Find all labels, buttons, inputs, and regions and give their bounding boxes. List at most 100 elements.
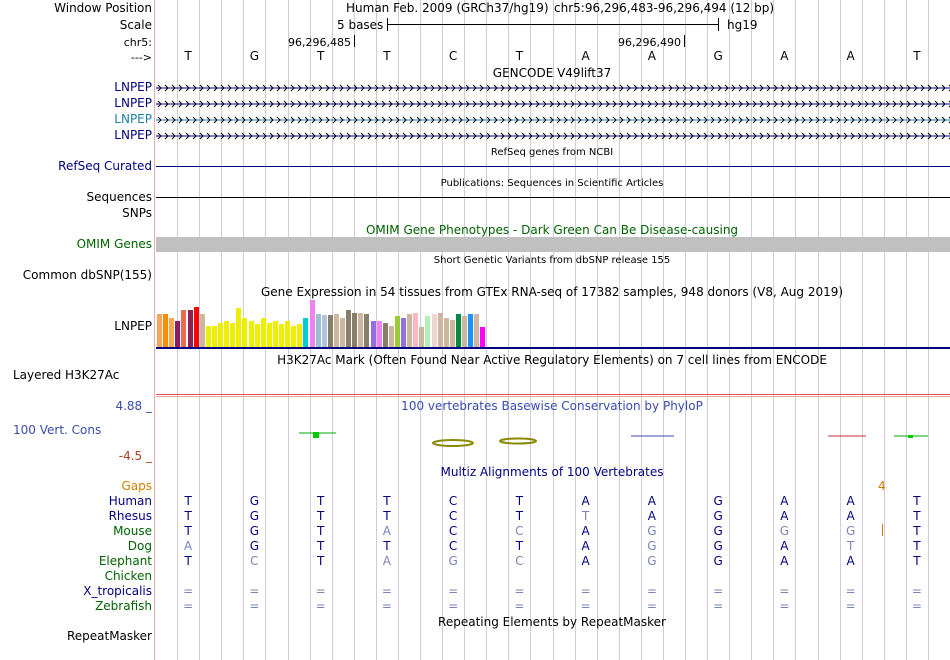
gtex-bar[interactable] — [382, 323, 388, 347]
label-common-dbsnp[interactable]: Common dbSNP(155) — [22, 268, 152, 282]
gtex-bar[interactable] — [230, 323, 236, 347]
label-lnpep-3[interactable]: LNPEP — [114, 112, 152, 126]
gtex-bar[interactable] — [455, 314, 461, 347]
scale-bar-right-tick — [718, 18, 719, 31]
gtex-bar[interactable] — [425, 316, 431, 347]
h3k27ac-signal-line[interactable] — [156, 394, 950, 395]
gtex-bar[interactable] — [346, 310, 352, 347]
gtex-bar[interactable] — [462, 316, 467, 347]
label-repeatmasker[interactable]: RepeatMasker — [66, 629, 152, 643]
alignment-base: A — [581, 494, 590, 508]
gtex-bar[interactable] — [175, 321, 181, 347]
label-refseq[interactable]: RefSeq Curated — [58, 159, 152, 173]
label-snps[interactable]: SNPs — [122, 206, 152, 220]
gtex-bar[interactable] — [236, 308, 242, 347]
gtex-bar[interactable] — [297, 324, 303, 347]
phylop-mark-1-dot — [313, 432, 319, 438]
gtex-bar[interactable] — [187, 310, 193, 347]
alignment-base: G — [249, 539, 260, 553]
gtex-bar[interactable] — [407, 314, 413, 347]
gtex-bar[interactable] — [333, 314, 339, 347]
coordinate-tick-2 — [684, 35, 685, 47]
label-lnpep-1[interactable]: LNPEP — [114, 80, 152, 94]
gtex-bar[interactable] — [218, 323, 223, 347]
phylop-track[interactable] — [156, 425, 950, 450]
repeatmasker-title: Repeating Elements by RepeatMasker — [438, 615, 666, 629]
alignment-base: T — [515, 509, 524, 523]
gtex-bar[interactable] — [181, 310, 187, 347]
alignment-base: G — [713, 539, 723, 553]
alignment-base: T — [184, 554, 192, 568]
gtex-bar[interactable] — [254, 324, 260, 347]
gtex-bar[interactable] — [303, 318, 309, 347]
gencode-title[interactable]: GENCODE V49lift37 — [492, 66, 612, 80]
gtex-bar[interactable] — [321, 315, 327, 347]
label-lnpep-2[interactable]: LNPEP — [114, 96, 152, 110]
ruler-base: T — [316, 49, 325, 63]
gtex-bar[interactable] — [437, 313, 443, 347]
alignment-base: = — [249, 584, 260, 598]
gtex-bar[interactable] — [309, 300, 315, 347]
gtex-bar[interactable] — [272, 321, 278, 347]
label-cons[interactable]: 100 Vert. Cons — [13, 423, 102, 437]
gtex-bar[interactable] — [291, 326, 297, 347]
gtex-bar[interactable] — [401, 318, 406, 347]
gtex-bar[interactable] — [315, 314, 321, 347]
label-omim[interactable]: OMIM Genes — [76, 237, 152, 251]
gtex-bar[interactable] — [260, 318, 266, 347]
alignment-base: A — [647, 494, 656, 508]
gtex-bar[interactable] — [431, 314, 437, 347]
gtex-bar[interactable] — [352, 313, 358, 347]
gtex-bar[interactable] — [285, 321, 291, 347]
mouse-gap-mark — [882, 524, 883, 536]
alignment-base: T — [316, 494, 325, 508]
label-gtex-gene[interactable]: LNPEP — [114, 319, 152, 333]
gtex-bar[interactable] — [370, 321, 376, 347]
gtex-bar[interactable] — [199, 314, 205, 347]
gtex-bar[interactable] — [211, 326, 217, 347]
gtex-bar[interactable] — [388, 326, 394, 347]
gtex-bar[interactable] — [468, 314, 474, 347]
gencode-transcript-1 — [156, 80, 950, 96]
gtex-bar[interactable] — [376, 321, 382, 347]
gtex-bar[interactable] — [224, 321, 230, 347]
gtex-bar[interactable] — [279, 324, 284, 347]
alignment-base: = — [381, 584, 392, 598]
gtex-bar[interactable] — [449, 320, 455, 347]
refseq-gene-line[interactable] — [156, 166, 950, 167]
gtex-bar[interactable] — [474, 314, 480, 347]
alignment-base: T — [913, 524, 921, 538]
gtex-bar[interactable] — [169, 318, 175, 347]
alignment-base: G — [779, 524, 790, 538]
ruler-base: A — [647, 49, 656, 63]
gtex-bar[interactable] — [327, 315, 333, 347]
gtex-bar[interactable] — [163, 314, 169, 347]
alignment-base: = — [381, 599, 392, 613]
gtex-bar[interactable] — [340, 318, 345, 347]
label-sequences[interactable]: Sequences — [86, 190, 152, 204]
gtex-bar[interactable] — [394, 316, 400, 347]
alignment-base: T — [913, 554, 921, 568]
gtex-bar[interactable] — [480, 327, 486, 347]
omim-gene-bar[interactable] — [156, 237, 950, 252]
alignment-base: G — [713, 494, 723, 508]
gtex-bar[interactable] — [266, 323, 272, 347]
gtex-bar[interactable] — [358, 313, 364, 347]
gtex-bar[interactable] — [443, 318, 449, 347]
gtex-bar[interactable] — [205, 326, 211, 347]
gtex-bar[interactable] — [157, 314, 162, 347]
publications-line[interactable] — [156, 197, 950, 198]
label-lnpep-4[interactable]: LNPEP — [114, 128, 152, 142]
alignment-base: A — [780, 509, 789, 523]
gtex-bar[interactable] — [413, 313, 419, 347]
ruler-base: T — [913, 49, 921, 63]
label-h3k27ac[interactable]: Layered H3K27Ac — [13, 368, 120, 382]
gtex-bar[interactable] — [248, 321, 254, 347]
gtex-bar[interactable] — [419, 327, 425, 347]
gtex-bar[interactable] — [242, 318, 248, 347]
gencode-transcripts[interactable] — [156, 80, 950, 144]
gtex-bar[interactable] — [193, 307, 199, 347]
gtex-bar[interactable] — [364, 314, 370, 347]
